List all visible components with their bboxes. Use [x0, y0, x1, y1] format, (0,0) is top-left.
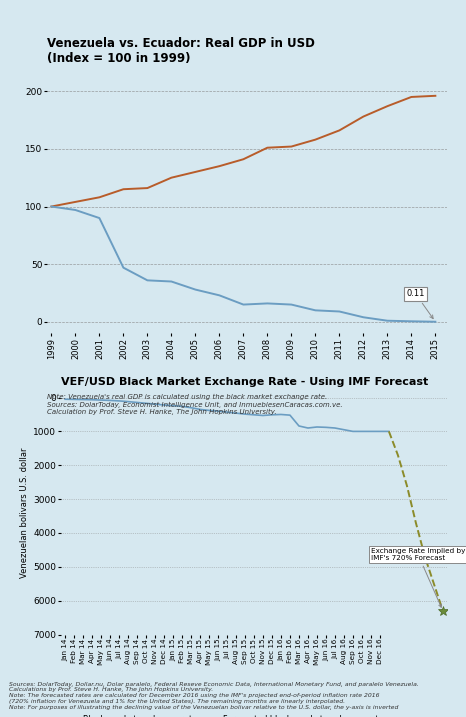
- Legend: Black market exchange rate, Forecasted black market exchange rate: Black market exchange rate, Forecasted b…: [59, 712, 387, 717]
- Legend: Venezuela's Real GDP in USD, Ecuador's Real GDP in USD: Venezuela's Real GDP in USD, Ecuador's R…: [101, 396, 377, 412]
- Text: 0.11: 0.11: [406, 290, 433, 318]
- Text: Sources: DolarToday, Dollar.nu, Dolar paralelo, Federal Reseve Economic Data, In: Sources: DolarToday, Dollar.nu, Dolar pa…: [9, 682, 419, 710]
- Y-axis label: Venezuelan bolivars U.S. dollar: Venezuelan bolivars U.S. dollar: [20, 447, 29, 578]
- Text: Exchange Rate Implied by
IMF's 720% Forecast: Exchange Rate Implied by IMF's 720% Fore…: [371, 548, 465, 607]
- Text: VEF/USD Black Market Exchange Rate - Using IMF Forecast: VEF/USD Black Market Exchange Rate - Usi…: [61, 377, 428, 387]
- Text: Note: Venezuela's real GDP is calculated using the black market exchange rate.
S: Note: Venezuela's real GDP is calculated…: [47, 394, 342, 414]
- Text: Venezuela vs. Ecuador: Real GDP in USD
(Index = 100 in 1999): Venezuela vs. Ecuador: Real GDP in USD (…: [47, 37, 315, 65]
